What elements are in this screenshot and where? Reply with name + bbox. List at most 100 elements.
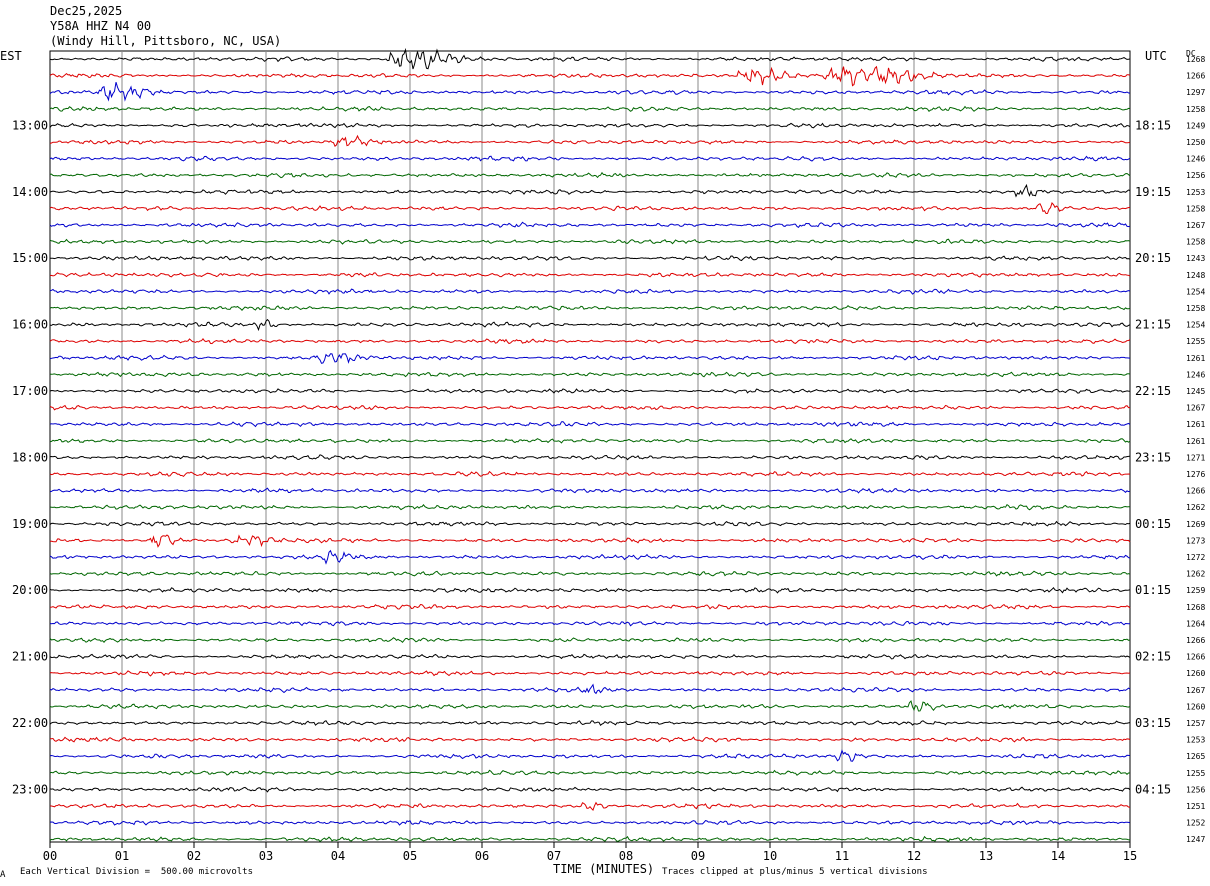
seismic-trace — [49, 534, 1131, 548]
seismic-trace — [49, 749, 1131, 762]
x-tick-label: 01 — [115, 849, 129, 863]
hour-label-est: 16:00 — [12, 318, 48, 332]
seismic-trace — [49, 769, 1131, 776]
clip-note: Traces clipped at plus/minus 5 vertical … — [662, 867, 928, 877]
seismic-trace — [49, 105, 1131, 113]
hour-label-est: 14:00 — [12, 185, 48, 199]
x-tick-label: 11 — [835, 849, 849, 863]
seismic-trace — [49, 801, 1131, 812]
dc-offset-label: 1253 — [1186, 188, 1205, 197]
seismic-trace — [49, 670, 1131, 677]
x-tick-label: 03 — [259, 849, 273, 863]
seismic-trace — [49, 736, 1131, 743]
dc-offset-label: 1254 — [1186, 321, 1205, 330]
x-tick-label: 00 — [43, 849, 57, 863]
dc-offset-label: 1253 — [1186, 736, 1205, 745]
x-tick-label: 06 — [475, 849, 489, 863]
dc-offset-label: 1256 — [1186, 785, 1205, 794]
seismic-trace — [49, 122, 1131, 129]
dc-offset-label: 1259 — [1186, 586, 1205, 595]
x-tick-label: 02 — [187, 849, 201, 863]
hour-label-utc: 23:15 — [1135, 450, 1171, 464]
dc-offset-label: 1246 — [1186, 155, 1205, 164]
dc-offset-label: 1258 — [1186, 304, 1205, 313]
seismic-trace — [49, 318, 1131, 332]
hour-label-est: 17:00 — [12, 384, 48, 398]
dc-offset-label: 1266 — [1186, 487, 1205, 496]
dc-offset-label: 1246 — [1186, 370, 1205, 379]
hour-label-utc: 21:15 — [1135, 318, 1171, 332]
plot-title: Y58A HHZ N4 00 — [50, 19, 152, 33]
seismic-trace — [49, 272, 1131, 278]
seismic-trace — [49, 337, 1131, 345]
seismic-trace — [49, 786, 1131, 793]
seismic-trace — [49, 353, 1131, 364]
seismic-trace — [49, 700, 1131, 712]
dc-offset-label: 1249 — [1186, 121, 1205, 130]
dc-offset-label: 1273 — [1186, 536, 1205, 545]
dc-offset-label: 1260 — [1186, 702, 1205, 711]
dc-offset-label: 1247 — [1186, 835, 1205, 844]
dc-offset-label: 1297 — [1186, 88, 1205, 97]
dc-offset-label: 1268 — [1186, 55, 1205, 64]
dc-offset-label: 1267 — [1186, 404, 1205, 413]
x-axis-label: TIME (MINUTES) — [553, 862, 655, 876]
x-tick-label: 12 — [907, 849, 921, 863]
dc-header-label: DC — [1186, 49, 1196, 58]
dc-offset-label: 1267 — [1186, 686, 1205, 695]
seismic-trace — [49, 487, 1131, 494]
seismic-trace — [49, 404, 1130, 411]
station-location: (Windy Hill, Pittsboro, NC, USA) — [50, 34, 282, 48]
seismic-trace — [49, 520, 1131, 527]
hour-label-est: 18:00 — [12, 450, 48, 464]
seismic-trace — [49, 454, 1131, 461]
seismic-trace — [49, 603, 1131, 610]
dc-offset-label: 1271 — [1186, 453, 1205, 462]
dc-offset-label: 1258 — [1186, 105, 1205, 114]
dc-offset-label: 1251 — [1186, 802, 1205, 811]
dc-offset-label: 1266 — [1186, 653, 1205, 662]
dc-offset-label: 1260 — [1186, 669, 1205, 678]
x-tick-label: 04 — [331, 849, 345, 863]
seismic-trace — [49, 720, 1131, 726]
dc-offset-label: 1266 — [1186, 636, 1205, 645]
seismic-trace — [49, 653, 1131, 660]
dc-offset-label: 1261 — [1186, 354, 1205, 363]
hour-label-utc: 19:15 — [1135, 185, 1171, 199]
hour-label-utc: 20:15 — [1135, 251, 1171, 265]
dc-offset-label: 1262 — [1186, 570, 1205, 579]
seismic-trace — [49, 819, 1131, 826]
x-tick-label: 07 — [547, 849, 561, 863]
dc-offset-label: 1257 — [1186, 719, 1205, 728]
dc-offset-label: 1261 — [1186, 420, 1205, 429]
seismic-trace — [49, 221, 1131, 228]
x-tick-label: 10 — [763, 849, 777, 863]
seismic-trace — [50, 255, 1131, 262]
seismic-trace — [49, 371, 1131, 378]
seismic-trace — [49, 388, 1131, 394]
dc-offset-label: 1267 — [1186, 221, 1205, 230]
dc-offset-label: 1269 — [1186, 520, 1205, 529]
seismic-trace — [49, 470, 1131, 478]
hour-label-utc: 00:15 — [1135, 517, 1171, 531]
seismic-trace — [49, 171, 1131, 179]
seismic-trace — [49, 587, 1131, 594]
dc-offset-label: 1258 — [1186, 204, 1205, 213]
hour-label-est: 21:00 — [12, 650, 48, 664]
seismic-trace — [49, 570, 1131, 577]
dc-offset-label: 1255 — [1186, 337, 1205, 346]
dc-offset-label: 1272 — [1186, 553, 1205, 562]
right-timezone-label: UTC — [1145, 49, 1167, 63]
dc-offset-label: 1255 — [1186, 769, 1205, 778]
seismic-trace — [49, 504, 1130, 511]
seismic-trace — [49, 421, 1131, 428]
dc-offset-label: 1245 — [1186, 387, 1205, 396]
seismic-trace — [49, 288, 1131, 295]
plot-date: Dec25,2025 — [50, 4, 123, 18]
hour-label-est: 23:00 — [12, 782, 48, 796]
scale-note: Each Vertical Division = 500.00 microvol… — [20, 867, 253, 877]
seismic-trace — [49, 155, 1131, 162]
dc-offset-label: 1243 — [1186, 254, 1205, 263]
seismic-trace — [49, 835, 1131, 843]
